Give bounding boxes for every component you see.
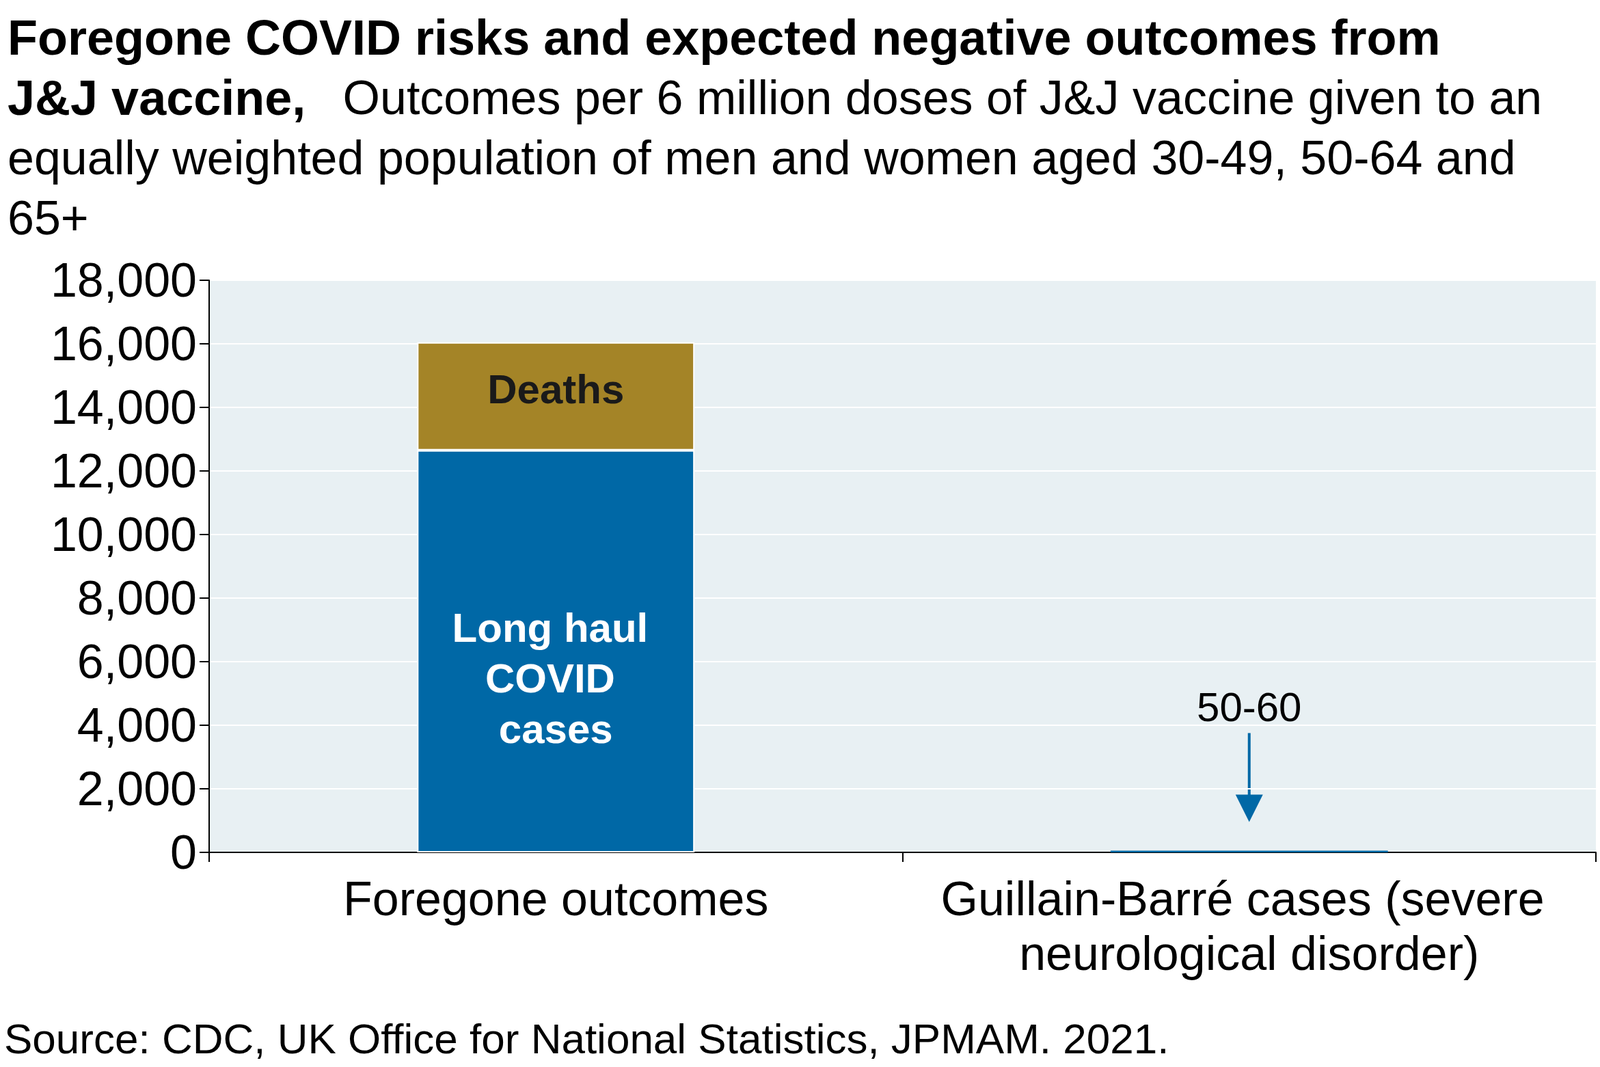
svg-text:10,000: 10,000 <box>50 507 197 562</box>
svg-text:Deaths: Deaths <box>487 366 625 413</box>
svg-text:Outcomes per 6 million doses o: Outcomes per 6 million doses of J&J vacc… <box>343 71 1556 125</box>
svg-text:neurological disorder): neurological disorder) <box>1019 926 1480 981</box>
svg-text:6,000: 6,000 <box>77 634 197 689</box>
svg-text:8,000: 8,000 <box>77 571 197 625</box>
svg-text:16,000: 16,000 <box>50 317 197 371</box>
svg-text:J&J vaccine,: J&J vaccine, <box>7 70 306 126</box>
svg-text:Foregone outcomes: Foregone outcomes <box>343 872 769 926</box>
svg-text:50-60: 50-60 <box>1196 684 1302 730</box>
svg-text:12,000: 12,000 <box>50 444 197 498</box>
svg-text:equally weighted population of: equally weighted population of men and w… <box>7 131 1529 185</box>
svg-text:14,000: 14,000 <box>50 380 197 435</box>
svg-text:COVID: COVID <box>485 655 627 702</box>
svg-text:Long haul: Long haul <box>452 604 660 651</box>
svg-text:cases: cases <box>498 706 614 752</box>
svg-text:0: 0 <box>170 825 197 879</box>
svg-text:Guillain-Barré cases (severe: Guillain-Barré cases (severe <box>940 872 1558 926</box>
svg-text:Foregone COVID risks and expec: Foregone COVID risks and expected negati… <box>7 10 1455 65</box>
svg-text:Source: CDC, UK Office for Nat: Source: CDC, UK Office for National Stat… <box>4 1014 1169 1063</box>
svg-text:18,000: 18,000 <box>50 253 197 307</box>
svg-text:4,000: 4,000 <box>77 698 197 752</box>
svg-text:65+: 65+ <box>7 191 89 245</box>
svg-text:2,000: 2,000 <box>77 762 197 816</box>
